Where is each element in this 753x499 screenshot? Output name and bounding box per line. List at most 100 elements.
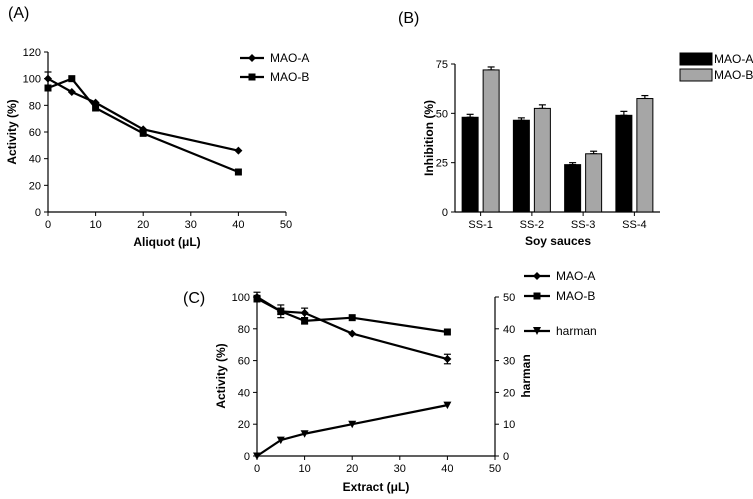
panel-c-y2-tick-label: 0: [503, 451, 509, 463]
legend-marker-mao-b: [533, 292, 541, 300]
panel-a-x-tick-label: 10: [89, 219, 101, 231]
panel-a-point-mao-b: [44, 84, 52, 92]
panel-a-y-tick-label: 120: [23, 47, 41, 59]
panel-a-point-mao-a: [44, 74, 52, 83]
panel-a-y-label: Activity (%): [5, 99, 19, 164]
panel-c-x-tick-label: 10: [298, 463, 310, 475]
panel-b-x-tick-label: SS-2: [520, 219, 544, 231]
panel-b-bar-mao-a: [564, 164, 582, 213]
panel-c-x-tick-label: 0: [254, 463, 260, 475]
legend-marker-mao-a: [533, 272, 541, 280]
panel-b-y-tick-label: 75: [436, 59, 448, 71]
panel-c-point-harman: [443, 401, 452, 410]
panel-c-x-tick-label: 50: [489, 463, 501, 475]
panel-c-x-tick-label: 30: [394, 463, 406, 475]
panel-c-y2-label: harman: [519, 354, 533, 397]
panel-a-point-mao-b: [92, 104, 100, 112]
panel-a-point-mao-b: [234, 168, 242, 176]
panel-a-point-mao-a: [234, 146, 243, 155]
panel-b-bar-mao-a: [461, 116, 479, 213]
legend-label-mao-b: MAO-B: [270, 70, 309, 84]
legend-swatch-mao-a: [679, 52, 713, 66]
panel-c-y-tick-label: 40: [238, 387, 250, 399]
legend-label-mao-b: MAO-B: [714, 68, 753, 82]
panel-c-point-mao-b: [277, 307, 285, 315]
panel-c-y2-tick-label: 40: [503, 324, 515, 336]
panel-a-y-tick-label: 40: [29, 154, 41, 166]
panel-c-legend: MAO-A MAO-B harman: [524, 269, 597, 338]
panel-a-label: (A): [8, 5, 29, 22]
panel-c-y-tick-label: 60: [238, 356, 250, 368]
panel-a-series-line-mao-b: [47, 77, 239, 174]
panel-b-y-label: Inhibition (%): [422, 100, 436, 176]
panel-a-y-tick-label: 80: [29, 100, 41, 112]
panel-c-point-mao-b: [301, 317, 309, 325]
panel-b: (B) 0 25 50 75 SS-1 SS-2 SS-3 SS-4 Soy sauces I…: [398, 10, 753, 248]
panel-b-bar-mao-a: [512, 119, 530, 213]
panel-b-errorbar-mao-a: [620, 110, 628, 116]
panel-a-x-tick-label: 30: [185, 219, 197, 231]
panel-c-y2-tick-label: 10: [503, 419, 515, 431]
panel-a-point-mao-a: [67, 88, 76, 96]
panel-a-x-tick-label: 20: [137, 219, 149, 231]
panel-a-y-tick-label: 60: [29, 127, 41, 139]
panel-b-y-tick-label: 0: [442, 207, 448, 219]
panel-c-point-mao-a: [300, 308, 309, 317]
legend-marker-harman: [533, 327, 541, 335]
panel-b-bar-mao-b: [636, 98, 654, 213]
legend-label-mao-a: MAO-A: [714, 52, 753, 66]
panel-c-x-tick-label: 40: [441, 463, 453, 475]
panel-b-legend: MAO-A MAO-B: [679, 52, 753, 82]
legend-swatch-mao-b: [679, 68, 713, 82]
panel-c-label: (C): [183, 290, 205, 307]
panel-a-series-line-mao-a: [47, 77, 239, 152]
panel-c-x-label: Extract (μL): [343, 480, 410, 494]
panel-b-bar-mao-b: [482, 69, 500, 213]
panel-c-point-mao-b: [253, 295, 261, 303]
legend-marker-mao-a: [248, 54, 256, 62]
panel-a: (A) 0 10 20 30 40 50 0 20 40 60 80 100 120 Aliquot (…: [5, 5, 309, 249]
panel-a-y-tick-label: 100: [23, 74, 41, 86]
legend-label-harman: harman: [556, 324, 597, 338]
panel-c-point-harman: [300, 430, 309, 438]
panel-a-y-tick-label: 20: [29, 180, 41, 192]
panel-a-x-tick-label: 0: [45, 219, 51, 231]
panel-c-point-harman: [253, 452, 261, 460]
panel-b-errorbar-mao-b: [538, 104, 546, 110]
panel-b-x-label: Soy sauces: [525, 234, 591, 248]
panel-c-point-harman: [348, 420, 357, 429]
panel-b-x-tick-label: SS-3: [571, 219, 595, 231]
legend-label-mao-a: MAO-A: [270, 51, 309, 65]
panel-c-point-mao-b: [443, 328, 451, 336]
panel-c-y2-tick-label: 20: [503, 387, 515, 399]
legend-label-mao-b: MAO-B: [556, 289, 595, 303]
panel-a-point-mao-b: [139, 129, 147, 137]
panel-c-y-tick-label: 100: [232, 292, 250, 304]
panel-c-series-line-harman: [256, 404, 448, 457]
panel-a-y-tick-label: 0: [35, 207, 41, 219]
panel-b-x-tick-label: SS-1: [468, 219, 492, 231]
panel-c-y-tick-label: 20: [238, 419, 250, 431]
legend-marker-mao-b: [248, 73, 256, 81]
panel-b-bar-mao-b: [585, 153, 603, 213]
panel-c-point-mao-a: [348, 329, 357, 338]
panel-a-x-tick-label: 50: [280, 219, 292, 231]
panel-c-x-tick-label: 20: [346, 463, 358, 475]
panel-b-x-tick-label: SS-4: [622, 219, 646, 231]
legend-label-mao-a: MAO-A: [556, 269, 595, 283]
panel-a-point-mao-b: [68, 75, 76, 83]
panel-c-y-tick-label: 80: [238, 324, 250, 336]
panel-a-x-label: Aliquot (μL): [133, 235, 200, 249]
panel-b-label: (B): [398, 10, 419, 27]
panel-c-y-label: Activity (%): [214, 343, 228, 408]
panel-c-point-mao-b: [348, 314, 356, 322]
panel-c-y-tick-label: 0: [244, 451, 250, 463]
panel-c-point-harman: [276, 436, 285, 445]
panel-a-legend: MAO-A MAO-B: [240, 51, 309, 84]
panel-b-y-tick-label: 50: [436, 108, 448, 120]
panel-a-x-tick-label: 40: [232, 219, 244, 231]
panel-b-bar-mao-b: [533, 107, 551, 213]
panel-c-y2-tick-label: 30: [503, 356, 515, 368]
